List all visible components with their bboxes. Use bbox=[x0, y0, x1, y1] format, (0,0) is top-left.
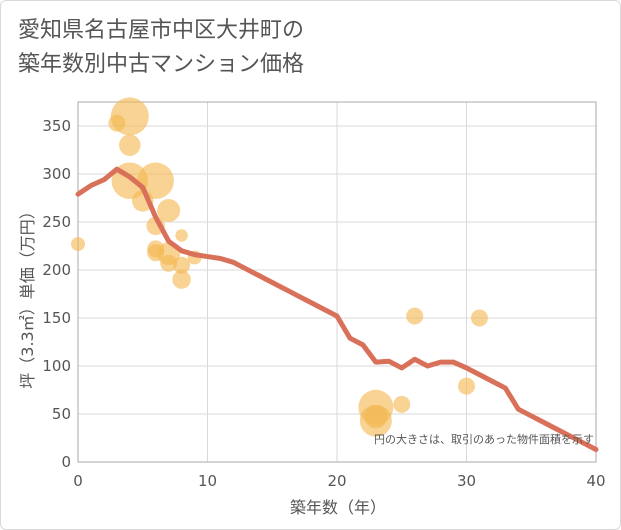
y-tick-label: 300 bbox=[42, 165, 71, 183]
y-tick-label: 50 bbox=[52, 405, 71, 423]
x-tick-label: 0 bbox=[73, 472, 83, 490]
bubble-point bbox=[173, 256, 191, 274]
bubble-point bbox=[406, 307, 424, 325]
y-tick-label: 0 bbox=[61, 453, 71, 471]
x-axis-title: 築年数（年） bbox=[290, 498, 386, 517]
chart-title-line1: 愛知県名古屋市中区大井町の bbox=[18, 18, 305, 43]
y-tick-label: 150 bbox=[42, 309, 71, 327]
bubble-point bbox=[175, 229, 188, 242]
x-tick-labels: 0 10 20 30 40 bbox=[73, 472, 605, 490]
chart-title-line2: 築年数別中古マンション価格 bbox=[18, 52, 305, 77]
bubble-point bbox=[393, 395, 411, 413]
bubble-size-note: 円の大きさは、取引のあった物件面積を示す bbox=[374, 432, 594, 446]
x-tick-label: 40 bbox=[586, 472, 605, 490]
bubble-point bbox=[71, 237, 85, 252]
y-axis-title: 坪（3.3㎡）単価（万円） bbox=[18, 203, 37, 388]
bubble-series bbox=[71, 97, 488, 437]
x-tick-label: 20 bbox=[327, 472, 346, 490]
trend-line bbox=[75, 166, 599, 453]
plot-area-border bbox=[77, 101, 597, 463]
bubble-point bbox=[157, 198, 181, 222]
y-tick-label: 350 bbox=[42, 117, 71, 135]
y-tick-label: 250 bbox=[42, 213, 71, 231]
bubble-point bbox=[110, 97, 149, 136]
y-tick-labels: 0 50 100 150 200 250 300 350 bbox=[42, 117, 71, 471]
bubble-point bbox=[359, 404, 392, 437]
chart-title: 愛知県名古屋市中区大井町の 築年数別中古マンション価格 bbox=[18, 14, 304, 82]
x-tick-label: 30 bbox=[457, 472, 476, 490]
bubble-point bbox=[172, 270, 191, 289]
x-tick-label: 10 bbox=[198, 472, 217, 490]
bubble-point bbox=[458, 377, 475, 395]
bubble-point bbox=[119, 134, 141, 156]
bubble-point bbox=[137, 162, 174, 199]
bubble-point bbox=[160, 254, 178, 272]
bubble-point bbox=[470, 309, 488, 327]
y-tick-label: 100 bbox=[42, 357, 71, 375]
y-tick-label: 200 bbox=[42, 261, 71, 279]
